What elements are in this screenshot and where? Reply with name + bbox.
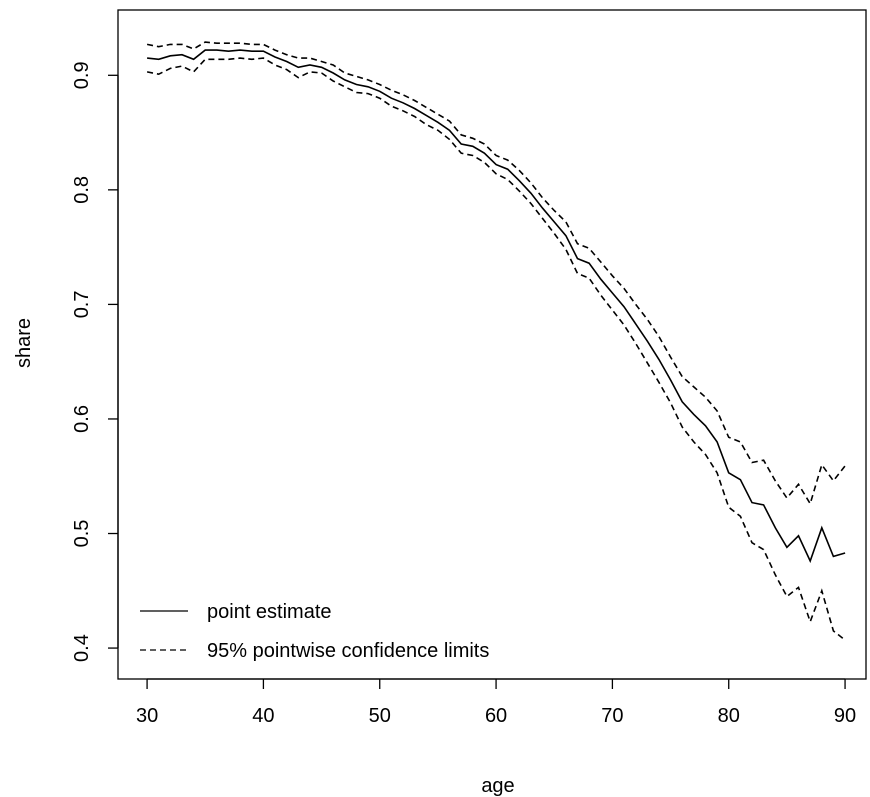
series-layer	[146, 41, 846, 641]
y-axis: 0.4 0.5 0.6 0.7 0.8 0.9	[71, 61, 119, 662]
x-tick-label: 50	[369, 705, 391, 727]
legend-label-point-estimate: point estimate	[207, 601, 332, 623]
x-tick-label: 30	[136, 705, 158, 727]
series-line-lower-confidence-limit	[146, 57, 846, 641]
y-tick-label: 0.5	[71, 520, 93, 548]
x-axis: 30 40 50 60 70 80 90	[136, 678, 856, 727]
y-tick-label: 0.6	[71, 405, 93, 433]
series-line-point-estimate	[147, 49, 846, 564]
legend-label-confidence-limits: 95% pointwise confidence limits	[207, 640, 489, 662]
y-tick-label: 0.9	[71, 61, 93, 89]
x-axis-label: age	[481, 775, 514, 797]
x-tick-label: 60	[485, 705, 507, 727]
x-tick-label: 80	[718, 705, 740, 727]
series-line-upper-confidence-limit	[146, 41, 846, 506]
legend: point estimate 95% pointwise confidence …	[140, 601, 489, 662]
y-tick-label: 0.4	[71, 634, 93, 662]
y-tick-label: 0.8	[71, 176, 93, 204]
x-tick-label: 40	[252, 705, 274, 727]
x-tick-label: 90	[834, 705, 856, 727]
x-tick-label: 70	[601, 705, 623, 727]
y-axis-label: share	[13, 318, 35, 368]
y-tick-label: 0.7	[71, 290, 93, 318]
plot-frame	[117, 9, 867, 680]
